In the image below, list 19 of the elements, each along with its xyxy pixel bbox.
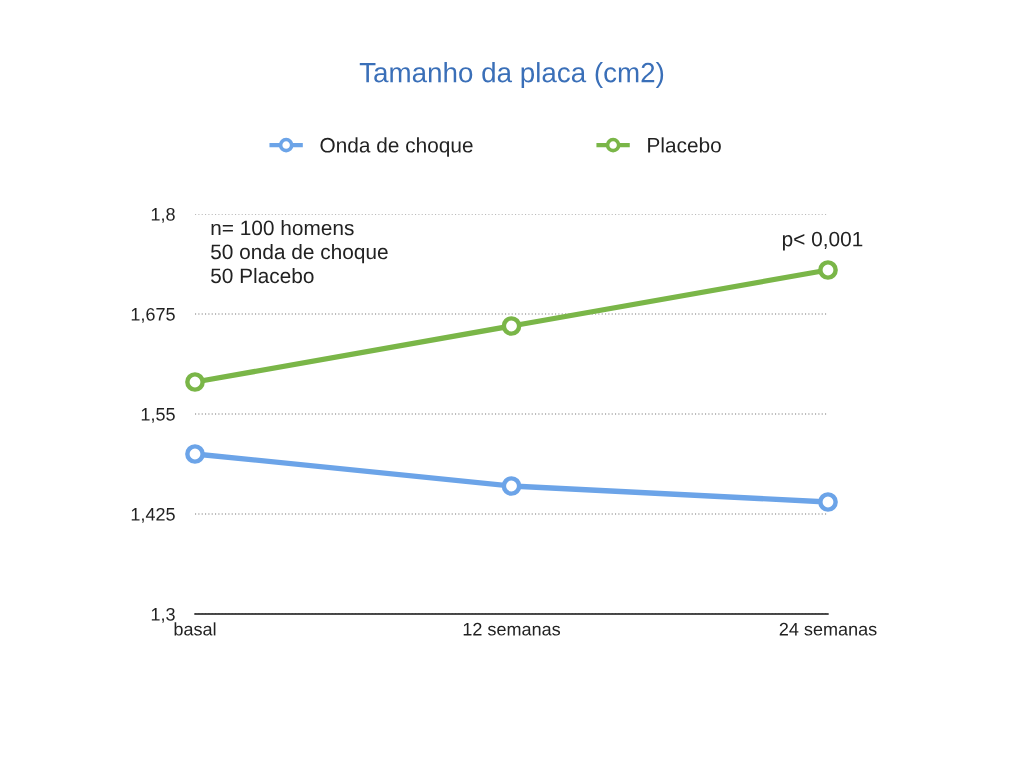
- legend-label: Onda de choque: [320, 137, 473, 157]
- point: [818, 260, 838, 280]
- point: [501, 316, 522, 336]
- y-tick-label: 1,675: [131, 307, 175, 323]
- y-tick-label: 1,55: [141, 408, 175, 423]
- legend-label: Placebo: [648, 137, 721, 153]
- y-tick-label: 1,3: [151, 607, 175, 623]
- x-tick-label: 24 semanas: [779, 622, 877, 636]
- x-tick-label: 12 semanas: [463, 622, 561, 636]
- y-tick-label: 1,8: [151, 207, 175, 223]
- x-tick-label: basal: [174, 622, 216, 636]
- point: [501, 476, 522, 496]
- annotation: p< 0,001: [782, 231, 863, 251]
- annotation: n= 100 homens 50 onda de choque 50 Placebo: [211, 220, 388, 284]
- point: [818, 492, 838, 512]
- chart-title: Tamanho da placa (cm2): [359, 62, 664, 88]
- point: [185, 372, 205, 392]
- y-tick-label: 1,425: [131, 507, 175, 523]
- point: [185, 444, 205, 464]
